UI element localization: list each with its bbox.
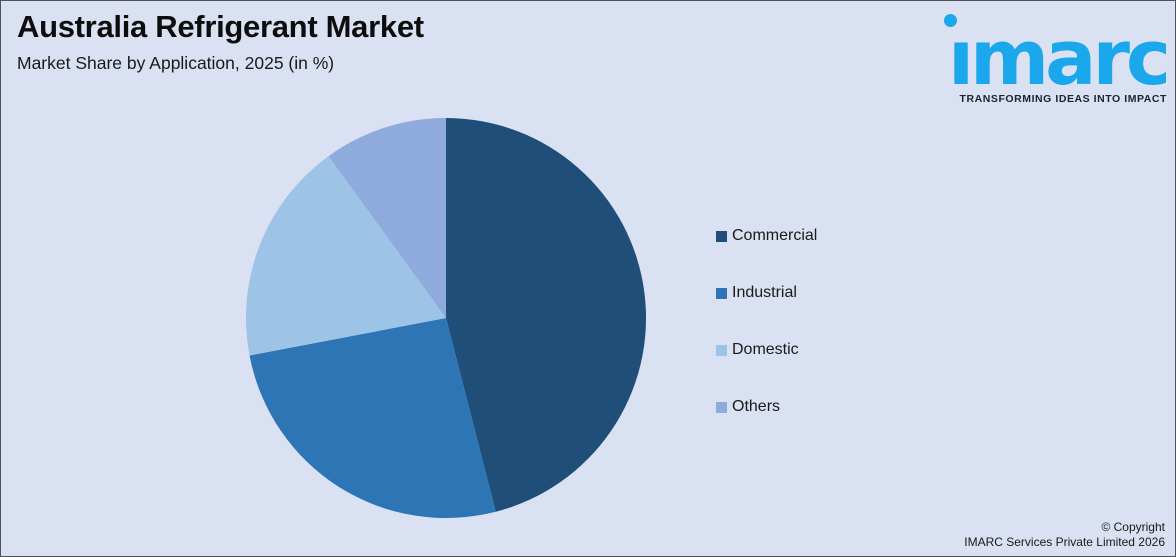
legend-swatch-commercial bbox=[716, 230, 727, 242]
copyright-notice: © Copyright IMARC Services Private Limit… bbox=[964, 520, 1165, 550]
pie-slice-commercial bbox=[446, 118, 647, 512]
legend-label-others: Others bbox=[732, 398, 781, 415]
page-title: Australia Refrigerant Market bbox=[17, 9, 424, 44]
copyright-line-2: IMARC Services Private Limited 2026 bbox=[964, 535, 1165, 549]
imarc-logo: ımarc TRANSFORMING IDEAS INTO IMPACT bbox=[935, 0, 1171, 110]
pie-slice-others bbox=[328, 118, 446, 318]
legend-label-domestic: Domestic bbox=[732, 341, 799, 358]
legend-item-industrial: Industrial bbox=[716, 282, 797, 304]
legend-swatch-industrial bbox=[716, 287, 727, 299]
legend-item-domestic: Domestic bbox=[716, 339, 799, 361]
copyright-line-1: © Copyright bbox=[1101, 520, 1165, 534]
legend-label-commercial: Commercial bbox=[732, 227, 818, 244]
pie-slice-industrial bbox=[249, 318, 496, 519]
logo-wordmark: ımarc bbox=[947, 13, 1171, 102]
pie-slice-domestic bbox=[245, 156, 446, 356]
legend-item-others: Others bbox=[716, 396, 780, 418]
chart-subtitle: Market Share by Application, 2025 (in %) bbox=[17, 53, 335, 73]
legend-label-industrial: Industrial bbox=[732, 284, 797, 301]
logo-tagline: TRANSFORMING IDEAS INTO IMPACT bbox=[959, 93, 1167, 105]
pie-chart bbox=[245, 118, 647, 519]
legend-swatch-others bbox=[716, 401, 727, 413]
logo-i-dot-icon bbox=[944, 14, 957, 27]
legend-swatch-domestic bbox=[716, 344, 727, 356]
legend-item-commercial: Commercial bbox=[716, 225, 817, 247]
